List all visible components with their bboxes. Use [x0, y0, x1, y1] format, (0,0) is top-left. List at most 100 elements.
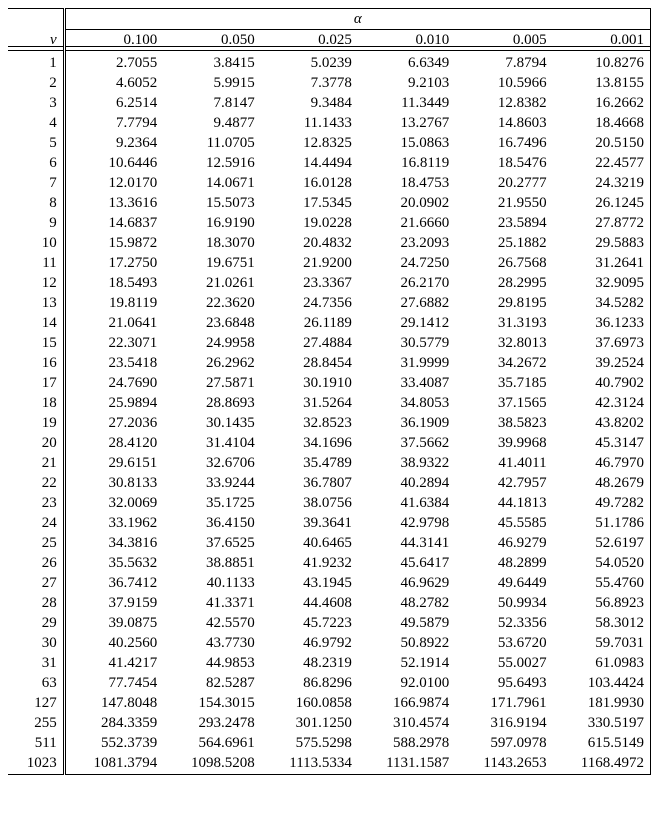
cell-value: 293.2478 [163, 714, 261, 734]
table-row: 2635.563238.885141.923245.641748.289954.… [8, 554, 651, 574]
cell-v: 22 [8, 474, 64, 494]
cell-value: 37.9159 [64, 594, 163, 614]
cell-value: 18.4668 [553, 114, 651, 134]
cell-value: 20.4832 [261, 234, 358, 254]
cell-value: 18.5476 [455, 154, 552, 174]
table-row: 1927.203630.143532.852336.190938.582343.… [8, 414, 651, 434]
cell-value: 38.0756 [261, 494, 358, 514]
cell-value: 1168.4972 [553, 754, 651, 775]
cell-value: 12.8325 [261, 134, 358, 154]
cell-value: 16.2662 [553, 94, 651, 114]
cell-value: 23.6848 [163, 314, 261, 334]
cell-value: 147.8048 [64, 694, 163, 714]
cell-value: 11.1433 [261, 114, 358, 134]
cell-value: 26.2962 [163, 354, 261, 374]
cell-value: 22.3071 [64, 334, 163, 354]
cell-value: 32.9095 [553, 274, 651, 294]
cell-value: 54.0520 [553, 554, 651, 574]
cell-v: 127 [8, 694, 64, 714]
cell-value: 1098.5208 [163, 754, 261, 775]
cell-value: 30.5779 [358, 334, 455, 354]
cell-value: 38.9322 [358, 454, 455, 474]
cell-value: 40.6465 [261, 534, 358, 554]
table-row: 6377.745482.528786.829692.010095.6493103… [8, 674, 651, 694]
cell-value: 49.6449 [455, 574, 552, 594]
cell-value: 19.0228 [261, 214, 358, 234]
cell-value: 55.4760 [553, 574, 651, 594]
cell-value: 11.0705 [163, 134, 261, 154]
table-row: 3141.421744.985348.231952.191455.002761.… [8, 654, 651, 674]
cell-v: 7 [8, 174, 64, 194]
cell-v: 15 [8, 334, 64, 354]
cell-value: 24.7690 [64, 374, 163, 394]
cell-value: 46.7970 [553, 454, 651, 474]
table-row: 2332.006935.172538.075641.638444.181349.… [8, 494, 651, 514]
table-row: 1218.549321.026123.336726.217028.299532.… [8, 274, 651, 294]
cell-v: 29 [8, 614, 64, 634]
cell-v: 3 [8, 94, 64, 114]
cell-value: 23.3367 [261, 274, 358, 294]
cell-v: 8 [8, 194, 64, 214]
cell-value: 28.2995 [455, 274, 552, 294]
cell-value: 33.9244 [163, 474, 261, 494]
cell-value: 52.1914 [358, 654, 455, 674]
cell-value: 51.1786 [553, 514, 651, 534]
cell-value: 46.9279 [455, 534, 552, 554]
cell-value: 28.4120 [64, 434, 163, 454]
cell-value: 10.5966 [455, 74, 552, 94]
cell-value: 28.8693 [163, 394, 261, 414]
cell-value: 44.9853 [163, 654, 261, 674]
cell-value: 14.6837 [64, 214, 163, 234]
cell-value: 330.5197 [553, 714, 651, 734]
cell-value: 42.9798 [358, 514, 455, 534]
cell-value: 12.5916 [163, 154, 261, 174]
cell-v: 1 [8, 51, 64, 74]
cell-v: 511 [8, 734, 64, 754]
cell-v: 26 [8, 554, 64, 574]
cell-value: 42.7957 [455, 474, 552, 494]
table-row: 59.236411.070512.832515.086316.749620.51… [8, 134, 651, 154]
cell-value: 30.1435 [163, 414, 261, 434]
cell-value: 44.1813 [455, 494, 552, 514]
cell-value: 19.8119 [64, 294, 163, 314]
cell-value: 20.5150 [553, 134, 651, 154]
cell-value: 32.8523 [261, 414, 358, 434]
cell-value: 33.4087 [358, 374, 455, 394]
table-row: 2837.915941.337144.460848.278250.993456.… [8, 594, 651, 614]
cell-value: 24.7250 [358, 254, 455, 274]
cell-value: 9.3484 [261, 94, 358, 114]
cell-value: 34.5282 [553, 294, 651, 314]
cell-value: 44.3141 [358, 534, 455, 554]
cell-v: 1023 [8, 754, 64, 775]
cell-value: 26.7568 [455, 254, 552, 274]
cell-value: 16.7496 [455, 134, 552, 154]
cell-value: 36.4150 [163, 514, 261, 534]
cell-value: 52.6197 [553, 534, 651, 554]
cell-value: 12.8382 [455, 94, 552, 114]
cell-value: 171.7961 [455, 694, 552, 714]
cell-value: 37.5662 [358, 434, 455, 454]
cell-value: 56.8923 [553, 594, 651, 614]
alpha-values-row: 0.1000.0500.0250.0100.0050.001 [8, 30, 651, 51]
cell-value: 31.5264 [261, 394, 358, 414]
table-row: 10231081.37941098.52081113.53341131.1587… [8, 754, 651, 775]
cell-value: 30.8133 [64, 474, 163, 494]
cell-value: 14.4494 [261, 154, 358, 174]
table-row: 36.25147.81479.348411.344912.838216.2662 [8, 94, 651, 114]
table-row: 47.77949.487711.143313.276714.860318.466… [8, 114, 651, 134]
cell-v: 20 [8, 434, 64, 454]
cell-value: 35.4789 [261, 454, 358, 474]
cell-v: 14 [8, 314, 64, 334]
cell-value: 284.3359 [64, 714, 163, 734]
cell-value: 35.5632 [64, 554, 163, 574]
cell-value: 154.3015 [163, 694, 261, 714]
cell-value: 30.1910 [261, 374, 358, 394]
cell-v: 63 [8, 674, 64, 694]
cell-v: 24 [8, 514, 64, 534]
table-row: 1825.989428.869331.526434.805337.156542.… [8, 394, 651, 414]
cell-value: 12.0170 [64, 174, 163, 194]
cell-value: 19.6751 [163, 254, 261, 274]
cell-v: 4 [8, 114, 64, 134]
cell-value: 55.0027 [455, 654, 552, 674]
cell-value: 26.1189 [261, 314, 358, 334]
